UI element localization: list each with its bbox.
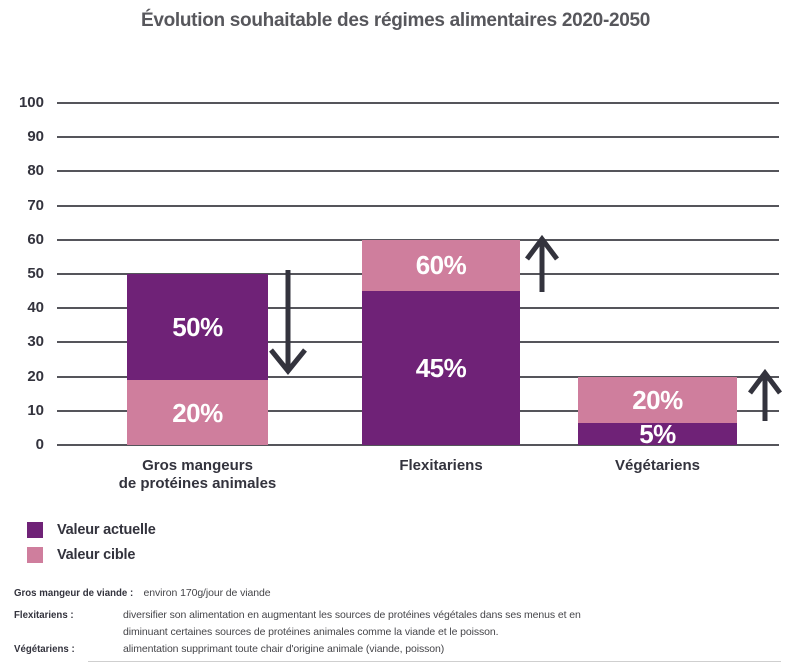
bar-segment: 5%	[578, 418, 737, 449]
bar-value-label: 50%	[172, 312, 223, 342]
y-axis-tick-label: 10	[27, 401, 44, 419]
y-axis-tick-label: 0	[35, 436, 44, 453]
footnote-definition: environ 170g/jour de viande	[143, 587, 271, 599]
legend-label: Valeur cible	[57, 546, 136, 563]
legend-swatch-current	[27, 521, 43, 538]
bar-value-label: 5%	[639, 418, 676, 449]
y-axis-tick-label: 50	[27, 265, 44, 282]
footnote-row: Flexitariens : diversifier son alimentat…	[14, 607, 774, 641]
gridline	[57, 136, 779, 139]
category-label-line: Végétariens	[614, 457, 701, 474]
chart-title: Évolution souhaitable des régimes alimen…	[140, 10, 651, 31]
footnote-term: Végétariens :	[14, 643, 75, 655]
footnotes: Gros mangeur de viande : environ 170g/jo…	[14, 585, 774, 658]
bar-segment: 20%	[127, 380, 268, 445]
footnote-term: Gros mangeur de viande :	[14, 587, 134, 599]
y-axis-tick-label: 100	[18, 94, 44, 111]
category-label: Gros mangeurs de protéines animales	[88, 457, 308, 493]
footnote-row: Végétariens : alimentation supprimant to…	[14, 641, 774, 658]
y-axis-tick-label: 60	[27, 230, 44, 248]
legend-item-valeur-actuelle: Valeur actuelle	[27, 517, 156, 542]
y-axis-tick-label: 90	[27, 128, 44, 146]
y-axis-tick-label: 40	[27, 299, 44, 317]
category-label: Flexitariens	[331, 457, 551, 475]
footnote-definition: alimentation supprimant toute chair d'or…	[123, 643, 445, 655]
y-axis-tick-label: 30	[27, 333, 44, 351]
bar-value-label: 20%	[632, 384, 683, 415]
bar-value-label: 20%	[172, 397, 223, 428]
gridline	[57, 102, 779, 104]
legend-label: Valeur actuelle	[57, 521, 156, 538]
category-label-line: Gros mangeurs	[142, 457, 253, 474]
footnote-row: Gros mangeur de viande : environ 170g/jo…	[14, 585, 774, 602]
gridline	[57, 444, 779, 446]
bar-segment: 50%	[127, 274, 268, 381]
y-axis-tick-label: 80	[27, 162, 44, 180]
bottom-divider	[88, 661, 781, 662]
bar-segment: 60%	[362, 239, 520, 292]
footnote-term: Flexitariens :	[14, 609, 74, 621]
legend: Valeur actuelle Valeur cible	[27, 517, 156, 567]
category-label-line: de protéines animales	[118, 475, 277, 492]
footnote-definition: diversifier son alimentation en augmenta…	[123, 609, 581, 638]
legend-swatch-target	[27, 546, 43, 563]
bar-value-label: 60%	[415, 250, 467, 281]
bar-segment: 45%	[362, 291, 520, 445]
y-axis-tick-label: 20	[27, 367, 44, 385]
category-label: Végétariens	[548, 457, 768, 475]
bar-segment: 20%	[578, 376, 737, 423]
category-label-line: Flexitariens	[399, 457, 483, 474]
bar-value-label: 45%	[415, 353, 467, 384]
gridline	[57, 170, 779, 173]
gridline	[57, 204, 779, 207]
y-axis-tick-label: 70	[27, 196, 44, 214]
legend-item-valeur-cible: Valeur cible	[27, 542, 156, 567]
